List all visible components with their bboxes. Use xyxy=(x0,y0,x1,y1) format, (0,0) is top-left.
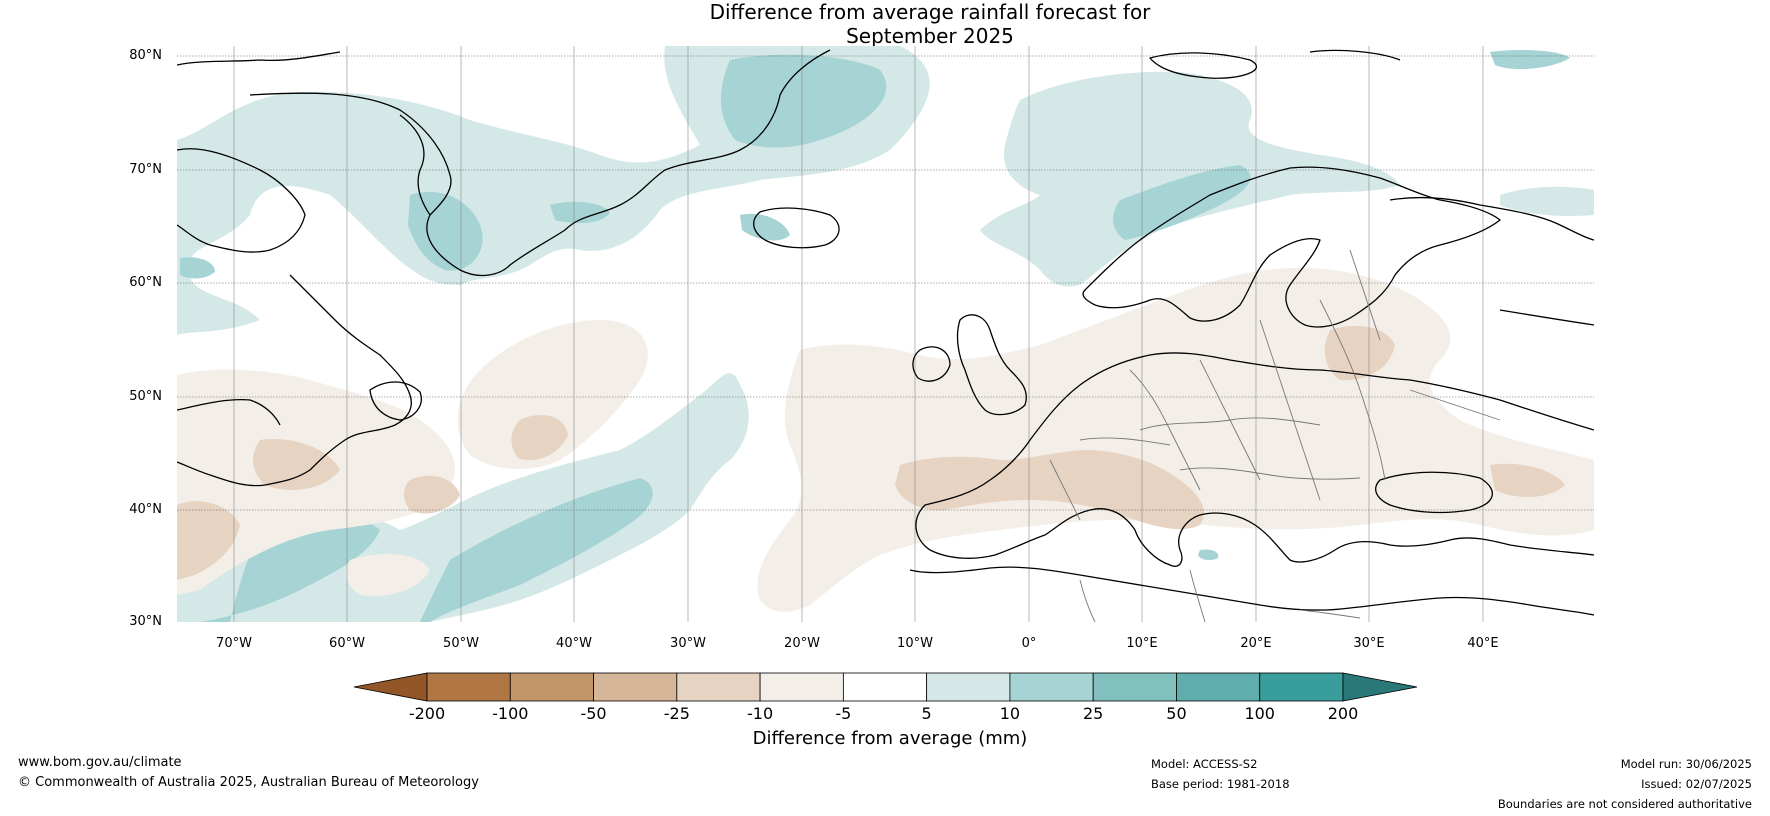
colorbar-box xyxy=(1009,672,1094,702)
lon-label-0: 0° xyxy=(1021,636,1037,651)
british-isles-coast xyxy=(912,314,1027,416)
lon-label-50w: 50°W xyxy=(443,636,479,651)
dry-region-nova-scotia xyxy=(253,439,340,490)
lon-label-40e: 40°E xyxy=(1467,636,1499,651)
svalbard-coast xyxy=(1149,49,1401,79)
model-run-date: Model run: 30/06/2025 xyxy=(1620,757,1752,771)
colorbar-box xyxy=(842,672,928,702)
colorbar-tick-label: 5 xyxy=(921,704,932,723)
greenland-coast xyxy=(249,49,831,277)
map-title: Difference from average rainfall forecas… xyxy=(0,0,1770,48)
colorbar-tick-label: -25 xyxy=(663,704,690,723)
colorbar-tick-label: 50 xyxy=(1166,704,1187,723)
lat-label-30n: 30°N xyxy=(129,614,162,629)
colorbar-tick-label: -100 xyxy=(492,704,529,723)
colorbar-box xyxy=(759,672,844,702)
colorbar-tick-label: 10 xyxy=(999,704,1021,723)
colorbar-box xyxy=(593,672,678,702)
colorbar-arrow-low xyxy=(353,672,428,702)
country-borders xyxy=(1049,249,1501,622)
wet-region-central-atlantic-core xyxy=(200,514,380,622)
lon-label-10e: 10°E xyxy=(1126,636,1158,651)
dry-region-mid-atlantic-core-2 xyxy=(404,475,460,514)
northern-russia-coast xyxy=(1389,196,1594,326)
lon-label-30w: 30°W xyxy=(670,636,706,651)
rainfall-anomaly-fields xyxy=(177,46,1594,622)
colorbar-tick-label: 100 xyxy=(1244,704,1275,723)
boundaries-disclaimer: Boundaries are not considered authoritat… xyxy=(1497,797,1752,811)
colorbar-tick-label: -200 xyxy=(408,704,446,723)
colorbar-box xyxy=(1259,672,1344,702)
issued-date: Issued: 02/07/2025 xyxy=(1641,777,1752,791)
colorbar-arrow-high xyxy=(1342,672,1418,702)
colorbar-tick-label: -5 xyxy=(835,704,852,723)
lat-gridlines xyxy=(177,55,1594,511)
wet-region-mediterranean-dot xyxy=(1198,549,1219,561)
lon-label-30e: 30°E xyxy=(1353,636,1385,651)
baffin-coast xyxy=(177,148,306,253)
lat-label-40n: 40°N xyxy=(129,502,162,517)
colorbar-box xyxy=(926,672,1011,702)
wet-region-central-atlantic-core-2 xyxy=(420,478,653,622)
dry-region-mid-atlantic xyxy=(457,320,648,470)
title-line-1: Difference from average rainfall forecas… xyxy=(709,0,1151,24)
dry-region-iberia xyxy=(895,450,1204,530)
black-sea-coast xyxy=(1375,471,1493,514)
dry-region-south-atlantic xyxy=(345,554,430,597)
model-name: Model: ACCESS-S2 xyxy=(1151,757,1258,771)
coastlines xyxy=(177,49,1594,616)
wet-region-svalbard xyxy=(1490,50,1570,70)
lon-label-20w: 20°W xyxy=(784,636,820,651)
colorbar-box xyxy=(509,672,594,702)
colorbar-box xyxy=(676,672,761,702)
copyright-text: © Commonwealth of Australia 2025, Austra… xyxy=(18,775,479,790)
scandinavia-coast xyxy=(1082,166,1501,328)
wet-region-barents xyxy=(1500,186,1594,216)
colorbar-box xyxy=(1092,672,1177,702)
ellesmere-coast xyxy=(177,51,341,66)
colorbar-box xyxy=(426,672,511,702)
wet-region-greenland-core xyxy=(720,54,887,148)
wet-region-iceland-east xyxy=(740,213,790,241)
colorbar-title: Difference from average (mm) xyxy=(752,728,1028,749)
lon-label-20e: 20°E xyxy=(1240,636,1272,651)
base-period: Base period: 1981-2018 xyxy=(1151,777,1290,791)
colorbar-box xyxy=(1176,672,1261,702)
lon-label-70w: 70°W xyxy=(216,636,252,651)
title-line-2: September 2025 xyxy=(846,24,1014,48)
colorbar-tick-label: -10 xyxy=(747,704,774,723)
colorbar-tick-label: 200 xyxy=(1327,704,1359,723)
lon-label-10w: 10°W xyxy=(897,636,933,651)
dry-region-east-europe xyxy=(1324,325,1395,381)
colorbar xyxy=(353,672,1418,702)
colorbar-tick-label: -50 xyxy=(580,704,607,723)
north-africa-coast xyxy=(909,566,1594,616)
colorbar-tick-label: 25 xyxy=(1082,704,1104,723)
wet-region-denmark-strait xyxy=(550,201,610,224)
wet-region-norway-coast xyxy=(1113,165,1251,240)
website-link[interactable]: www.bom.gov.au/climate xyxy=(18,755,182,770)
continental-europe-coast xyxy=(915,352,1594,567)
labrador-coast xyxy=(177,274,412,487)
lat-label-60n: 60°N xyxy=(129,275,162,290)
lon-label-40w: 40°W xyxy=(556,636,592,651)
newfoundland-coast xyxy=(369,381,422,421)
lon-label-60w: 60°W xyxy=(329,636,365,651)
dry-region-caspian xyxy=(1490,463,1565,497)
lat-label-70n: 70°N xyxy=(129,162,162,177)
lat-label-80n: 80°N xyxy=(129,48,162,63)
iceland-coast xyxy=(753,207,840,249)
lat-label-50n: 50°N xyxy=(129,389,162,404)
dry-region-north-america-core xyxy=(177,501,240,580)
wet-region-labrador-core xyxy=(180,257,215,279)
wet-region-greenland-south xyxy=(408,191,483,271)
dry-region-mid-atlantic-core xyxy=(511,415,568,461)
